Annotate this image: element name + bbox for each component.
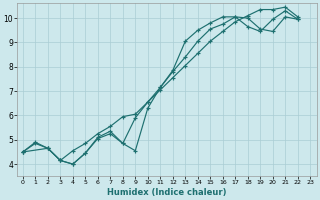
X-axis label: Humidex (Indice chaleur): Humidex (Indice chaleur) [107,188,226,197]
